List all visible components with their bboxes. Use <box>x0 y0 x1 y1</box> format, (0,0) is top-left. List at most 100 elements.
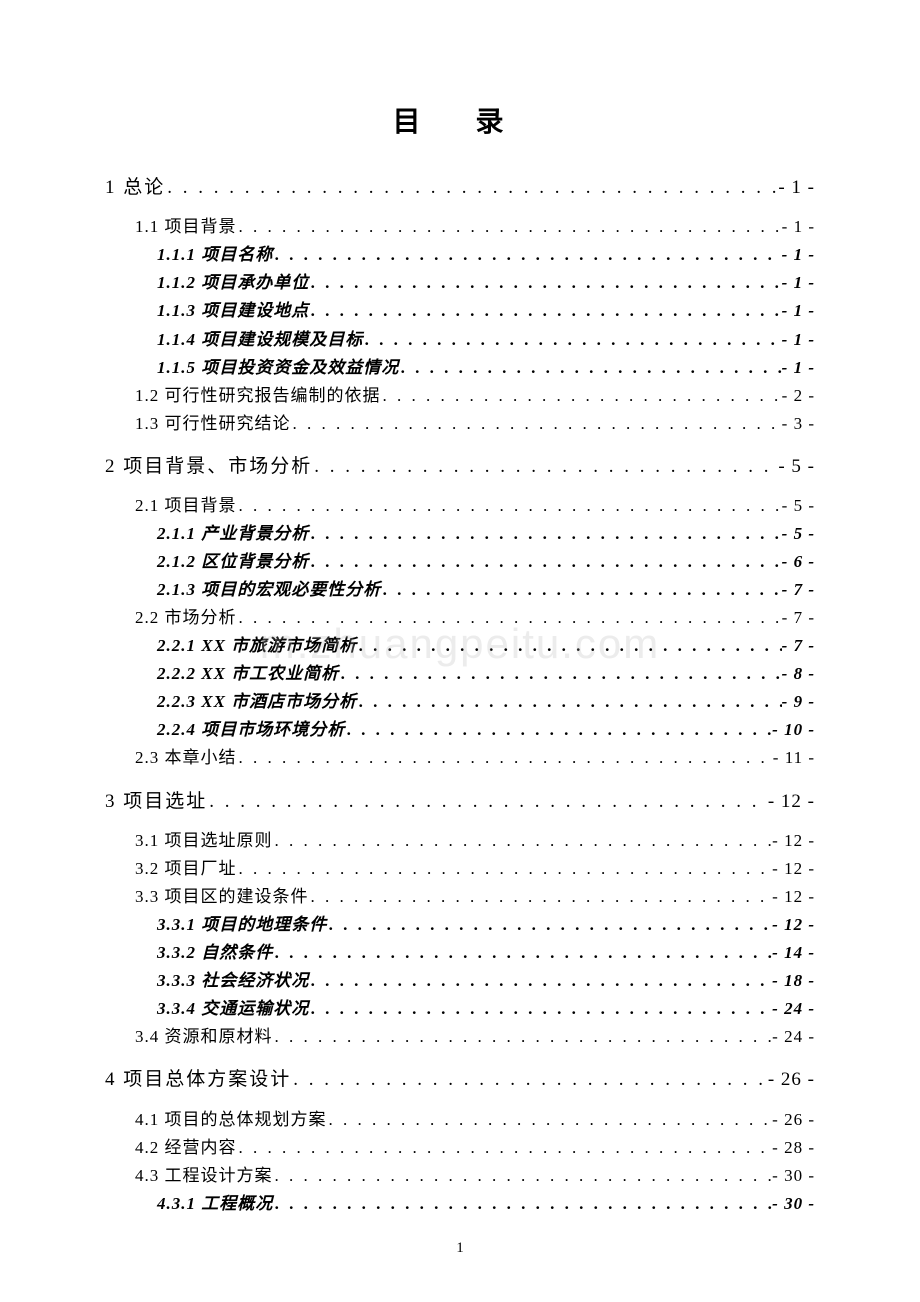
toc-entry: 4.3.1 工程概况 . . . . . . . . . . . . . . .… <box>105 1190 815 1218</box>
toc-leader-dots: . . . . . . . . . . . . . . . . . . . . … <box>339 660 781 688</box>
toc-page-number: - 12 - <box>772 855 815 883</box>
toc-entry: 3.2 项目厂址 . . . . . . . . . . . . . . . .… <box>105 855 815 883</box>
toc-label: 3.3.1 项目的地理条件 <box>157 911 327 939</box>
toc-page-number: - 10 - <box>772 716 815 744</box>
toc-entry: 3.4 资源和原材料 . . . . . . . . . . . . . . .… <box>105 1023 815 1051</box>
toc-page-number: - 26 - <box>768 1064 815 1095</box>
toc-entry: 2.1.3 项目的宏观必要性分析 . . . . . . . . . . . .… <box>105 576 815 604</box>
toc-entry: 2.1.1 产业背景分析 . . . . . . . . . . . . . .… <box>105 520 815 548</box>
toc-title: 目 录 <box>105 100 815 140</box>
toc-entry: 1.1 项目背景 . . . . . . . . . . . . . . . .… <box>105 213 815 241</box>
toc-leader-dots: . . . . . . . . . . . . . . . . . . . . … <box>357 632 781 660</box>
toc-leader-dots: . . . . . . . . . . . . . . . . . . . . … <box>273 241 781 269</box>
toc-label: 2.1.3 项目的宏观必要性分析 <box>157 576 381 604</box>
toc-entry: 2.2.1 XX 市旅游市场简析 . . . . . . . . . . . .… <box>105 632 815 660</box>
toc-label: 1.1.4 项目建设规模及目标 <box>157 326 363 354</box>
toc-label: 3.3.3 社会经济状况 <box>157 967 309 995</box>
toc-label: 2.2.1 XX 市旅游市场简析 <box>157 632 357 660</box>
toc-label: 2.2.2 XX 市工农业简析 <box>157 660 339 688</box>
toc-entry: 3.3 项目区的建设条件 . . . . . . . . . . . . . .… <box>105 883 815 911</box>
toc-entry: 2.2.2 XX 市工农业简析 . . . . . . . . . . . . … <box>105 660 815 688</box>
toc-leader-dots: . . . . . . . . . . . . . . . . . . . . … <box>237 855 773 883</box>
toc-page-number: - 12 - <box>772 883 815 911</box>
toc-leader-dots: . . . . . . . . . . . . . . . . . . . . … <box>273 939 772 967</box>
toc-page-number: - 26 - <box>772 1106 815 1134</box>
toc-page-number: - 5 - <box>782 492 815 520</box>
toc-page-number: - 1 - <box>782 241 815 269</box>
toc-entry: 3.3.1 项目的地理条件 . . . . . . . . . . . . . … <box>105 911 815 939</box>
toc-label: 1.1.5 项目投资资金及效益情况 <box>157 354 399 382</box>
toc-leader-dots: . . . . . . . . . . . . . . . . . . . . … <box>327 1106 773 1134</box>
toc-entry: 2.2 市场分析 . . . . . . . . . . . . . . . .… <box>105 604 815 632</box>
toc-label: 1 总论 <box>105 172 165 203</box>
toc-page-number: - 7 - <box>782 632 815 660</box>
toc-entry: 2 项目背景、市场分析 . . . . . . . . . . . . . . … <box>105 451 815 482</box>
toc-container: 1 总论 . . . . . . . . . . . . . . . . . .… <box>105 172 815 1218</box>
toc-entry: 1.1.4 项目建设规模及目标 . . . . . . . . . . . . … <box>105 326 815 354</box>
toc-leader-dots: . . . . . . . . . . . . . . . . . . . . … <box>309 548 781 576</box>
page-number: 1 <box>456 1240 464 1257</box>
toc-page-number: - 11 - <box>773 744 815 772</box>
toc-leader-dots: . . . . . . . . . . . . . . . . . . . . … <box>381 382 782 410</box>
toc-page-number: - 9 - <box>782 688 815 716</box>
toc-leader-dots: . . . . . . . . . . . . . . . . . . . . … <box>237 744 773 772</box>
toc-label: 3.4 资源和原材料 <box>135 1023 273 1051</box>
toc-label: 3.3 项目区的建设条件 <box>135 883 309 911</box>
toc-label: 2 项目背景、市场分析 <box>105 451 312 482</box>
toc-page-number: - 1 - <box>782 297 815 325</box>
toc-page-number: - 12 - <box>772 827 815 855</box>
toc-entry: 3.1 项目选址原则 . . . . . . . . . . . . . . .… <box>105 827 815 855</box>
toc-label: 1.3 可行性研究结论 <box>135 410 291 438</box>
toc-entry: 1.3 可行性研究结论 . . . . . . . . . . . . . . … <box>105 410 815 438</box>
toc-label: 1.1.1 项目名称 <box>157 241 273 269</box>
toc-entry: 4.1 项目的总体规划方案 . . . . . . . . . . . . . … <box>105 1106 815 1134</box>
toc-entry: 1.1.5 项目投资资金及效益情况 . . . . . . . . . . . … <box>105 354 815 382</box>
toc-page-number: - 30 - <box>772 1162 815 1190</box>
document-page: 目 录 1 总论 . . . . . . . . . . . . . . . .… <box>0 0 920 1258</box>
toc-leader-dots: . . . . . . . . . . . . . . . . . . . . … <box>327 911 772 939</box>
toc-entry: 3.3.2 自然条件 . . . . . . . . . . . . . . .… <box>105 939 815 967</box>
toc-leader-dots: . . . . . . . . . . . . . . . . . . . . … <box>207 786 768 817</box>
toc-entry: 3.3.3 社会经济状况 . . . . . . . . . . . . . .… <box>105 967 815 995</box>
toc-entry: 1.2 可行性研究报告编制的依据 . . . . . . . . . . . .… <box>105 382 815 410</box>
toc-entry: 2.2.3 XX 市酒店市场分析 . . . . . . . . . . . .… <box>105 688 815 716</box>
toc-leader-dots: . . . . . . . . . . . . . . . . . . . . … <box>381 576 781 604</box>
toc-label: 4.3 工程设计方案 <box>135 1162 273 1190</box>
toc-leader-dots: . . . . . . . . . . . . . . . . . . . . … <box>309 297 781 325</box>
toc-leader-dots: . . . . . . . . . . . . . . . . . . . . … <box>273 1023 773 1051</box>
toc-label: 1.1.3 项目建设地点 <box>157 297 309 325</box>
toc-entry: 2.3 本章小结 . . . . . . . . . . . . . . . .… <box>105 744 815 772</box>
toc-page-number: - 28 - <box>772 1134 815 1162</box>
toc-page-number: - 1 - <box>782 269 815 297</box>
toc-entry: 3.3.4 交通运输状况 . . . . . . . . . . . . . .… <box>105 995 815 1023</box>
toc-entry: 1.1.3 项目建设地点 . . . . . . . . . . . . . .… <box>105 297 815 325</box>
toc-page-number: - 6 - <box>782 548 815 576</box>
toc-entry: 1.1.2 项目承办单位 . . . . . . . . . . . . . .… <box>105 269 815 297</box>
toc-label: 2.3 本章小结 <box>135 744 237 772</box>
toc-entry: 2.1 项目背景 . . . . . . . . . . . . . . . .… <box>105 492 815 520</box>
toc-entry: 1 总论 . . . . . . . . . . . . . . . . . .… <box>105 172 815 203</box>
toc-leader-dots: . . . . . . . . . . . . . . . . . . . . … <box>399 354 781 382</box>
toc-page-number: - 7 - <box>782 576 815 604</box>
toc-page-number: - 2 - <box>782 382 815 410</box>
toc-page-number: - 12 - <box>768 786 815 817</box>
toc-leader-dots: . . . . . . . . . . . . . . . . . . . . … <box>273 1162 773 1190</box>
toc-leader-dots: . . . . . . . . . . . . . . . . . . . . … <box>273 1190 772 1218</box>
toc-leader-dots: . . . . . . . . . . . . . . . . . . . . … <box>357 688 781 716</box>
toc-leader-dots: . . . . . . . . . . . . . . . . . . . . … <box>237 213 782 241</box>
toc-leader-dots: . . . . . . . . . . . . . . . . . . . . … <box>291 410 782 438</box>
toc-leader-dots: . . . . . . . . . . . . . . . . . . . . … <box>363 326 781 354</box>
toc-entry: 3 项目选址 . . . . . . . . . . . . . . . . .… <box>105 786 815 817</box>
toc-page-number: - 5 - <box>782 520 815 548</box>
toc-label: 2.2 市场分析 <box>135 604 237 632</box>
toc-leader-dots: . . . . . . . . . . . . . . . . . . . . … <box>312 451 778 482</box>
toc-label: 3.3.4 交通运输状况 <box>157 995 309 1023</box>
toc-label: 3.2 项目厂址 <box>135 855 237 883</box>
toc-label: 2.1.2 区位背景分析 <box>157 548 309 576</box>
toc-page-number: - 24 - <box>772 1023 815 1051</box>
toc-leader-dots: . . . . . . . . . . . . . . . . . . . . … <box>165 172 778 203</box>
toc-label: 4.2 经营内容 <box>135 1134 237 1162</box>
toc-leader-dots: . . . . . . . . . . . . . . . . . . . . … <box>309 883 773 911</box>
toc-leader-dots: . . . . . . . . . . . . . . . . . . . . … <box>237 604 782 632</box>
toc-page-number: - 5 - <box>778 451 815 482</box>
